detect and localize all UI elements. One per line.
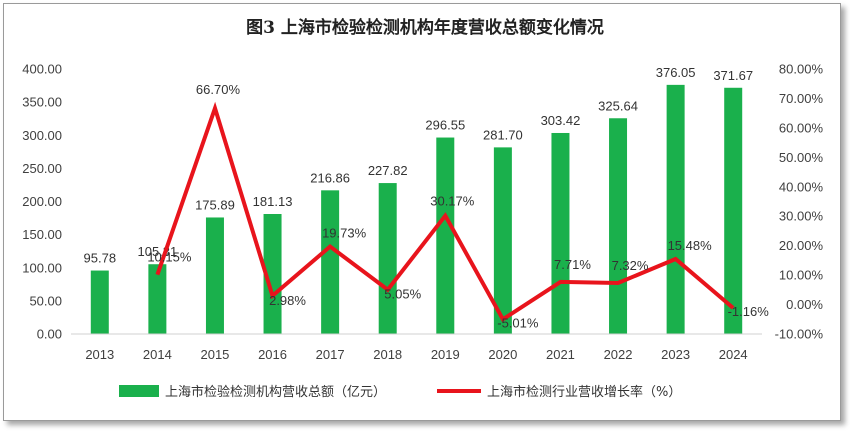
growth-rate-line (155, 101, 735, 323)
bar-data-label: 95.78 (84, 251, 117, 266)
bar-2024 (724, 87, 743, 335)
x-axis-tick-label: 2019 (431, 347, 460, 362)
legend-label-line: 上海市检测行业营收增长率（%） (487, 384, 681, 400)
line-data-label: 2.98% (269, 293, 306, 308)
left-axis-tick-label: 0.00 (37, 327, 62, 342)
legend-label-bar: 上海市检验检测机构营收总额（亿元） (165, 384, 386, 400)
bar-data-label: 296.55 (425, 118, 465, 133)
right-axis-tick-label: 0.00% (786, 297, 823, 312)
line-data-label: 7.32% (612, 258, 649, 273)
x-axis-tick-label: 2021 (546, 347, 575, 362)
bar-2013 (90, 270, 109, 334)
right-axis-tick-label: 20.00% (779, 238, 824, 253)
right-axis-tick-label: 10.00% (779, 268, 824, 283)
x-axis-tick-label: 2023 (661, 347, 690, 362)
left-axis-tick-label: 150.00 (22, 227, 62, 242)
line-data-label: 30.17% (430, 194, 475, 209)
x-axis-tick-label: 2024 (719, 347, 748, 362)
x-axis-tick-label: 2017 (316, 347, 345, 362)
line-data-label: -1.16% (728, 304, 770, 319)
line-data-label: -5.01% (497, 315, 539, 330)
right-axis-tick-label: 60.00% (779, 120, 824, 135)
right-axis-tick-label: 70.00% (779, 91, 824, 106)
left-axis-tick-label: 50.00 (29, 293, 62, 308)
bar-data-label: 175.89 (195, 197, 235, 212)
left-axis-tick-label: 200.00 (22, 194, 62, 209)
x-axis-tick-label: 2015 (200, 347, 229, 362)
left-axis-tick-label: 100.00 (22, 260, 62, 275)
chart-frame (3, 3, 841, 421)
line-data-label: 15.48% (668, 238, 713, 253)
bar-2021 (551, 132, 570, 334)
bar-data-label: 376.05 (656, 65, 696, 80)
bar-2023 (666, 84, 685, 334)
bar-2020 (493, 147, 512, 334)
bar-2015 (205, 217, 224, 334)
line-data-label: 10.15% (147, 250, 192, 265)
bar-2018 (378, 183, 397, 334)
bar-data-label: 303.42 (541, 113, 581, 128)
bar-2017 (321, 190, 340, 334)
x-axis-tick-label: 2014 (143, 347, 172, 362)
x-axis-tick-label: 2020 (488, 347, 517, 362)
bar-2016 (263, 214, 282, 334)
legend-swatch-bar (119, 385, 159, 397)
left-axis-tick-label: 300.00 (22, 128, 62, 143)
line-data-label: 19.73% (322, 225, 367, 240)
bar-2019 (436, 137, 455, 334)
bar-data-label: 325.64 (598, 98, 638, 113)
bar-data-label: 181.13 (253, 194, 293, 209)
right-axis-tick-label: 80.00% (779, 62, 824, 77)
bar-2014 (148, 264, 167, 334)
x-axis-tick-label: 2013 (85, 347, 114, 362)
left-axis-tick-label: 250.00 (22, 161, 62, 176)
bar-data-label: 281.70 (483, 127, 523, 142)
right-axis-tick-label: 50.00% (779, 150, 824, 165)
left-axis-tick-label: 400.00 (22, 62, 62, 77)
left-axis-tick-label: 350.00 (22, 95, 62, 110)
line-data-label: 66.70% (196, 82, 241, 97)
bar-data-label: 371.67 (713, 68, 753, 83)
bar-data-label: 227.82 (368, 163, 408, 178)
bar-2022 (609, 118, 628, 335)
bar-data-label: 216.86 (310, 170, 350, 185)
chart-title: 图3 上海市检验检测机构年度营收总额变化情况 (246, 17, 604, 38)
x-axis-tick-label: 2016 (258, 347, 287, 362)
right-axis-tick-label: 30.00% (779, 209, 824, 224)
line-data-label: 5.05% (384, 287, 421, 302)
right-axis-tick-label: 40.00% (779, 179, 824, 194)
x-axis-tick-label: 2018 (373, 347, 402, 362)
x-axis-tick-label: 2022 (604, 347, 633, 362)
right-axis-tick-label: -10.00% (775, 327, 824, 342)
line-data-label: 7.71% (554, 257, 591, 272)
